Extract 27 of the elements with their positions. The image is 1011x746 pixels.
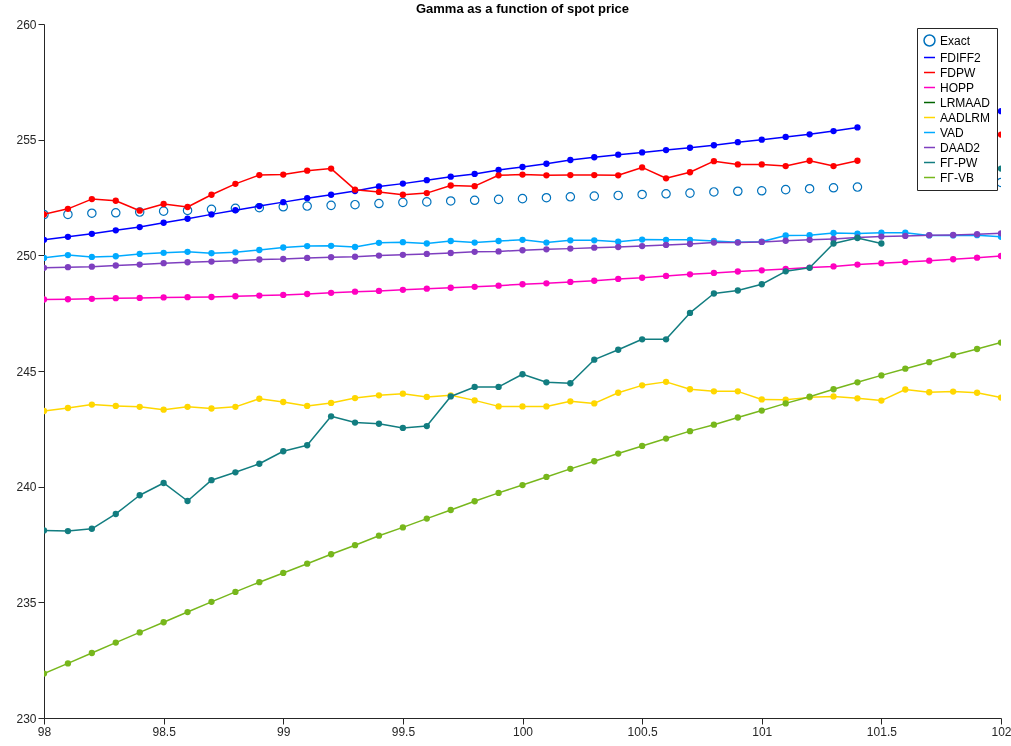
legend-label: Exact [940,33,971,48]
legend-label: AADLRM [940,110,991,125]
legend-label: FΓ-PW [940,155,978,170]
x-tick-label: 100.5 [627,724,658,739]
y-tick-label: 235 [16,595,37,610]
x-tick-label: 98 [37,724,52,739]
x-tick-label: 101.5 [866,724,898,739]
chart-title: Gamma as a function of spot price [415,1,630,16]
legend-label: FΓ-VB [940,170,974,185]
x-tick-label: 99.5 [391,724,416,739]
legend-label: HOPP [940,80,975,95]
legend-label: VAD [940,125,965,140]
legend-label: LRMAAD [940,95,991,110]
x-tick-label: 99 [277,724,291,739]
legend-label: FDIFF2 [940,50,981,65]
x-tick-label: 102 [991,724,1011,739]
y-tick-label: 255 [16,133,37,148]
x-tick-label: 98.5 [152,724,177,739]
y-tick-label: 250 [16,248,37,263]
y-tick-label: 240 [16,480,37,495]
y-tick-label: 245 [16,364,37,379]
legend-label: DAAD2 [940,140,981,155]
legend-label: FDPW [940,65,976,80]
y-tick-label: 230 [16,711,37,726]
x-tick-label: 101 [752,724,773,739]
x-tick-label: 100 [512,724,534,739]
y-tick-label: 260 [16,17,37,32]
